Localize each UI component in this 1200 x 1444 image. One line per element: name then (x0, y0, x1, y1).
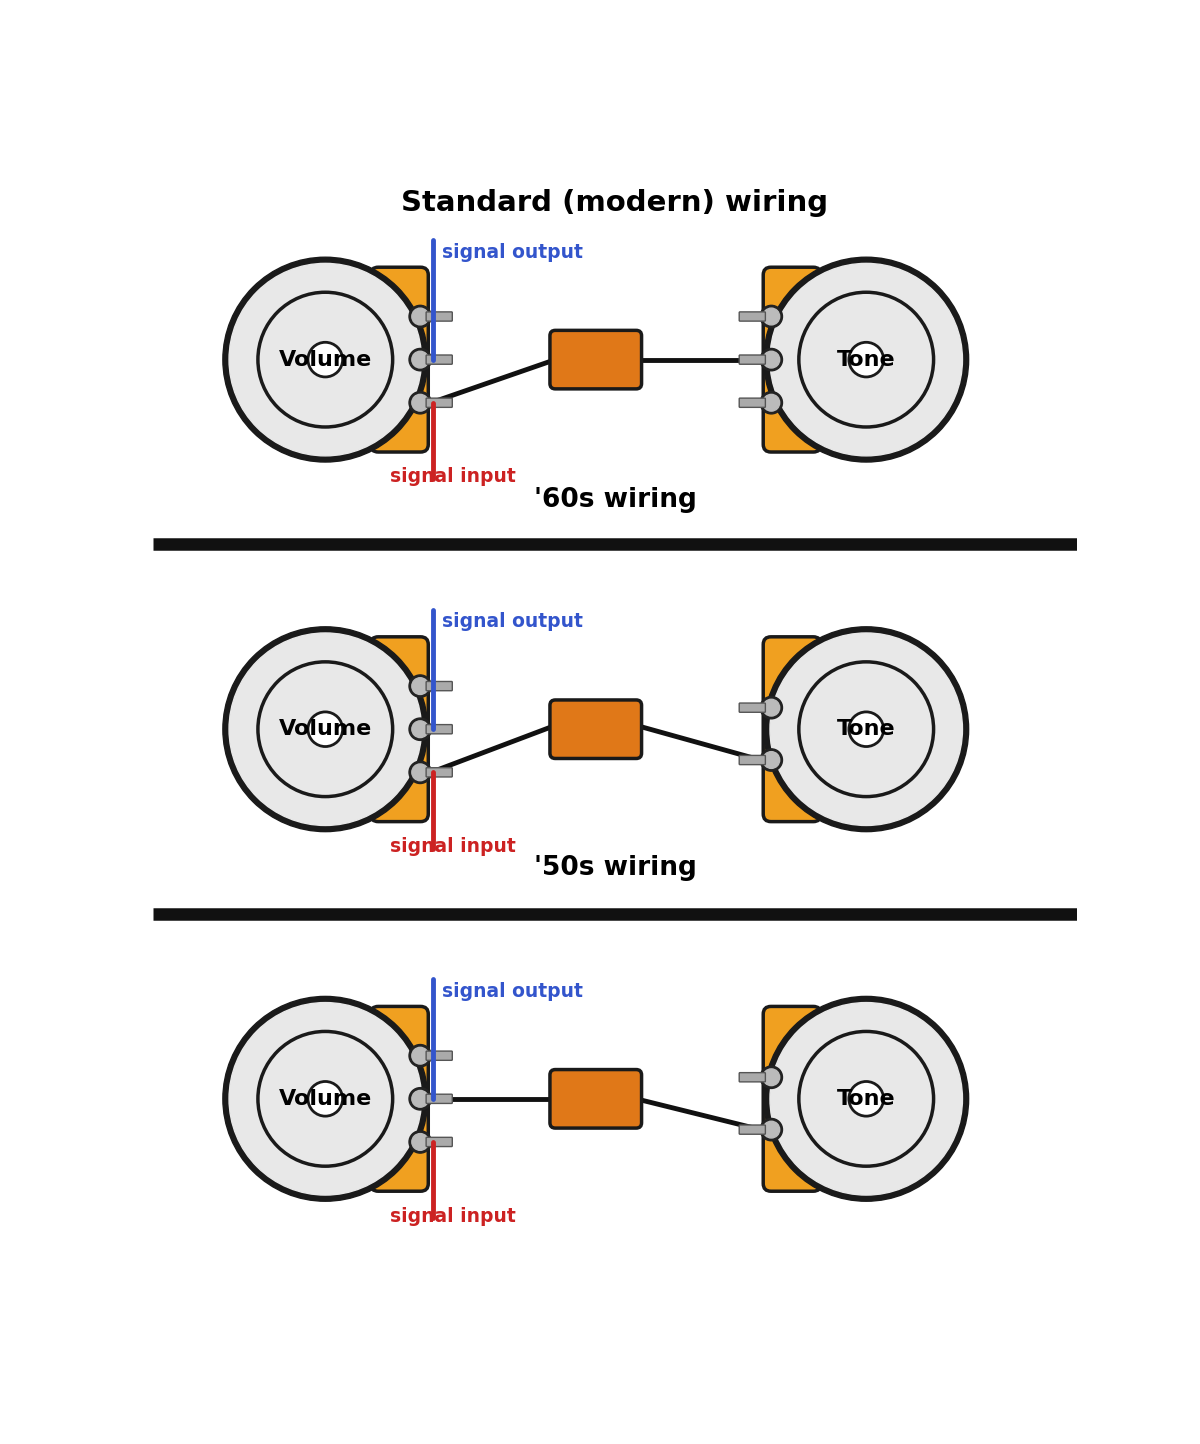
Circle shape (763, 752, 780, 768)
Circle shape (763, 1121, 780, 1138)
Circle shape (223, 627, 427, 832)
Text: signal output: signal output (442, 612, 583, 631)
FancyBboxPatch shape (426, 1095, 452, 1103)
Circle shape (409, 674, 431, 697)
FancyBboxPatch shape (739, 755, 766, 765)
Circle shape (764, 257, 968, 462)
FancyBboxPatch shape (739, 399, 766, 407)
Circle shape (848, 1082, 883, 1116)
Circle shape (229, 1002, 421, 1196)
Circle shape (760, 348, 782, 371)
Circle shape (760, 1066, 782, 1089)
FancyBboxPatch shape (763, 267, 821, 452)
Circle shape (770, 1002, 962, 1196)
FancyBboxPatch shape (739, 1125, 766, 1134)
Circle shape (412, 764, 428, 781)
FancyBboxPatch shape (550, 700, 642, 758)
FancyBboxPatch shape (426, 312, 452, 321)
Text: signal output: signal output (442, 982, 583, 1001)
FancyBboxPatch shape (426, 1051, 452, 1060)
Circle shape (760, 1119, 782, 1141)
Text: signal input: signal input (390, 1207, 516, 1226)
Circle shape (412, 394, 428, 412)
FancyBboxPatch shape (739, 1073, 766, 1082)
Circle shape (223, 996, 427, 1201)
Circle shape (412, 721, 428, 738)
Circle shape (409, 348, 431, 371)
Text: signal output: signal output (442, 243, 583, 261)
FancyBboxPatch shape (426, 399, 452, 407)
Circle shape (223, 257, 427, 462)
Circle shape (760, 391, 782, 414)
FancyBboxPatch shape (426, 1138, 452, 1147)
Circle shape (763, 308, 780, 325)
FancyBboxPatch shape (550, 331, 642, 388)
Circle shape (229, 263, 421, 456)
Text: Tone: Tone (836, 719, 895, 739)
Text: Standard (modern) wiring: Standard (modern) wiring (402, 189, 828, 217)
Text: Volume: Volume (278, 719, 372, 739)
Circle shape (848, 342, 883, 377)
Circle shape (412, 1047, 428, 1064)
Circle shape (763, 394, 780, 412)
Text: Tone: Tone (836, 1089, 895, 1109)
FancyBboxPatch shape (426, 682, 452, 690)
Text: signal input: signal input (390, 838, 516, 856)
Circle shape (764, 627, 968, 832)
FancyBboxPatch shape (371, 637, 428, 822)
Text: Tone: Tone (836, 349, 895, 370)
Circle shape (760, 305, 782, 328)
Text: '50s wiring: '50s wiring (534, 855, 696, 881)
Circle shape (764, 996, 968, 1201)
FancyBboxPatch shape (763, 637, 821, 822)
Circle shape (848, 712, 883, 747)
Circle shape (409, 1087, 431, 1110)
Circle shape (409, 1044, 431, 1067)
Circle shape (308, 342, 343, 377)
FancyBboxPatch shape (739, 703, 766, 712)
Circle shape (412, 351, 428, 368)
Circle shape (763, 351, 780, 368)
Text: Volume: Volume (278, 1089, 372, 1109)
FancyBboxPatch shape (739, 355, 766, 364)
Circle shape (409, 305, 431, 328)
FancyBboxPatch shape (426, 355, 452, 364)
Circle shape (412, 1090, 428, 1108)
FancyBboxPatch shape (550, 1070, 642, 1128)
Text: '60s wiring: '60s wiring (534, 487, 696, 513)
Circle shape (409, 1131, 431, 1154)
Circle shape (770, 632, 962, 826)
Circle shape (770, 263, 962, 456)
Circle shape (409, 718, 431, 741)
Circle shape (763, 1069, 780, 1086)
Circle shape (412, 677, 428, 695)
Circle shape (763, 699, 780, 716)
Circle shape (409, 761, 431, 784)
FancyBboxPatch shape (426, 768, 452, 777)
Circle shape (760, 696, 782, 719)
Circle shape (229, 632, 421, 826)
Circle shape (412, 1134, 428, 1151)
Circle shape (308, 712, 343, 747)
FancyBboxPatch shape (371, 267, 428, 452)
Circle shape (760, 749, 782, 771)
Circle shape (308, 1082, 343, 1116)
FancyBboxPatch shape (739, 312, 766, 321)
Text: Volume: Volume (278, 349, 372, 370)
Circle shape (409, 391, 431, 414)
FancyBboxPatch shape (763, 1006, 821, 1191)
Circle shape (412, 308, 428, 325)
FancyBboxPatch shape (426, 725, 452, 734)
Text: signal input: signal input (390, 468, 516, 487)
FancyBboxPatch shape (371, 1006, 428, 1191)
